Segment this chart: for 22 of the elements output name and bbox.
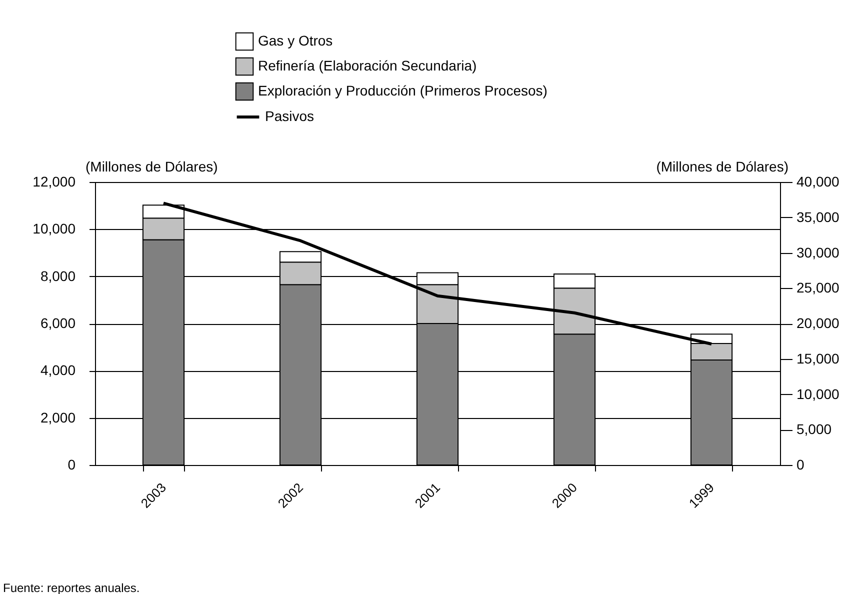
y-tick-label: 10,000 — [32, 220, 76, 237]
y2-tick-label: 10,000 — [796, 386, 840, 402]
y-tick-label: 6,000 — [40, 315, 76, 331]
y-tick-label: 4,000 — [40, 362, 76, 378]
y-tick-label: 2,000 — [40, 409, 76, 426]
y-tick-label: 12,000 — [32, 174, 76, 190]
y2-tick-label: 30,000 — [796, 244, 840, 260]
y2-tick-label: 25,000 — [796, 280, 840, 296]
y2-tick-label: 5,000 — [796, 421, 832, 438]
y2-tick-label: 40,000 — [796, 174, 840, 190]
y2-tick-label: 15,000 — [796, 350, 840, 366]
legend-label: Gas y Otros — [258, 32, 333, 48]
y2-tick-label: 35,000 — [796, 208, 840, 225]
legend-label: Refinería (Elaboración Secundaria) — [258, 58, 477, 74]
y-axis-title: (Millones de Dólares) — [86, 158, 218, 174]
y2-tick-label: 20,000 — [796, 315, 840, 331]
legend-label: Pasivos — [265, 108, 314, 124]
y2-axis-title: (Millones de Dólares) — [656, 158, 788, 174]
y-tick-label: 0 — [68, 456, 76, 472]
legend-label: Exploración y Producción (Primeros Procesos) — [258, 82, 548, 98]
y2-tick-label: 0 — [796, 456, 804, 472]
y-tick-label: 8,000 — [40, 268, 76, 284]
